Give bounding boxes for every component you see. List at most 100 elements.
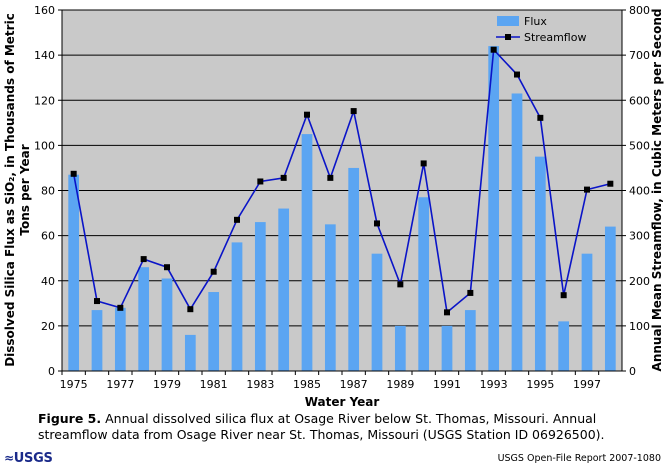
flux-bar-1995 — [534, 156, 546, 371]
left-tick-label: 0 — [48, 365, 55, 378]
x-tick-label: 1977 — [106, 378, 134, 391]
streamflow-point-1991 — [444, 309, 450, 316]
streamflow-point-1994 — [514, 71, 520, 78]
flux-bar-1982 — [231, 242, 243, 371]
flux-bar-1983 — [254, 222, 266, 371]
streamflow-point-1981 — [210, 268, 217, 275]
left-axis-label-line-2: Tons per Year — [18, 144, 32, 235]
streamflow-point-1976 — [94, 298, 100, 305]
chart: 0 20 40 60 80 100 120 140 160 0 100 200 300 400 500 60… — [3, 4, 664, 409]
flux-bar-1994 — [511, 93, 523, 371]
x-tick-label: 1979 — [153, 378, 181, 391]
flux-bar-1997 — [581, 253, 593, 371]
flux-bar-1975 — [68, 174, 80, 371]
flux-bar-1978 — [138, 267, 150, 371]
legend-streamflow-marker — [505, 34, 511, 40]
streamflow-point-1983 — [257, 178, 264, 185]
right-tick-label: 500 — [629, 139, 650, 152]
x-tick-label: 1993 — [480, 378, 508, 391]
right-axis-label: Annual Mean Streamflow, in Cubic Meters … — [650, 9, 664, 372]
flux-bar-1996 — [558, 321, 570, 371]
streamflow-point-1997 — [584, 186, 590, 193]
x-tick-label: 1997 — [573, 378, 601, 391]
x-tick-label: 1995 — [526, 378, 554, 391]
streamflow-point-1979 — [164, 264, 170, 271]
right-axis-ticks: 0 100 200 300 400 500 600 700 800 — [622, 4, 650, 378]
legend-flux-label: Flux — [524, 15, 547, 28]
left-axis-label-line-1: Dissolved Silica Flux as SiO₂, in Thousa… — [3, 13, 17, 367]
x-tick-label: 1989 — [386, 378, 414, 391]
right-tick-label: 0 — [629, 365, 636, 378]
flux-bar-1993 — [488, 46, 500, 371]
legend-streamflow-label: Streamflow — [524, 31, 586, 44]
right-tick-label: 700 — [629, 49, 650, 62]
streamflow-point-1998 — [607, 180, 614, 187]
flux-bar-1987 — [348, 167, 360, 371]
left-tick-label: 160 — [34, 4, 55, 17]
x-tick-label: 1975 — [60, 378, 88, 391]
usgs-logo: ≈USGS — [4, 451, 53, 466]
flux-bar-1976 — [91, 310, 103, 371]
x-axis-ticks: 1975 1977 1979 1981 1983 1985 1987 1989 1991 1993… — [60, 371, 601, 391]
streamflow-point-1978 — [140, 256, 147, 263]
streamflow-point-1986 — [327, 174, 334, 181]
flux-bar-1991 — [441, 325, 453, 371]
streamflow-polyline — [72, 47, 611, 314]
figure-label: Figure 5. — [38, 411, 102, 426]
left-axis-ticks: 0 20 40 60 80 100 120 140 160 — [34, 4, 62, 378]
flux-bar-1981 — [208, 292, 220, 371]
streamflow-point-1975 — [70, 170, 77, 177]
left-tick-label: 80 — [41, 185, 55, 198]
x-tick-label: 1981 — [200, 378, 228, 391]
streamflow-point-1992 — [467, 289, 474, 296]
streamflow-point-1985 — [304, 111, 310, 118]
left-tick-label: 40 — [41, 275, 55, 288]
flux-bar-1988 — [371, 253, 383, 371]
x-tick-label: 1985 — [293, 378, 321, 391]
flux-bar-1990 — [418, 197, 430, 371]
usgs-wave-icon: ≈ — [4, 451, 14, 465]
gridlines — [62, 54, 622, 327]
streamflow-point-1993 — [490, 46, 497, 53]
left-tick-label: 20 — [41, 320, 55, 333]
flux-bar-1979 — [161, 278, 173, 371]
caption-text: Annual dissolved silica flux at Osage Ri… — [38, 411, 605, 442]
streamflow-point-1987 — [350, 108, 357, 115]
flux-bar-1977 — [114, 307, 126, 371]
streamflow-point-1995 — [537, 114, 544, 121]
right-tick-label: 800 — [629, 4, 650, 17]
report-id: USGS Open-File Report 2007-1080 — [497, 453, 661, 464]
left-tick-label: 140 — [34, 49, 55, 62]
x-tick-label: 1991 — [433, 378, 461, 391]
flux-bar-1980 — [184, 334, 196, 371]
left-tick-label: 120 — [34, 94, 55, 107]
left-axis-label: Dissolved Silica Flux as SiO₂, in Thousa… — [3, 13, 32, 367]
right-tick-label: 600 — [629, 94, 650, 107]
flux-bar-1985 — [301, 134, 313, 371]
right-tick-label: 300 — [629, 230, 650, 243]
usgs-logo-text: USGS — [13, 451, 53, 466]
streamflow-point-1982 — [234, 216, 240, 223]
right-tick-label: 400 — [629, 185, 650, 198]
streamflow-point-1989 — [397, 281, 404, 288]
streamflow-point-1990 — [420, 160, 427, 167]
right-tick-label: 200 — [629, 275, 650, 288]
flux-bar-1986 — [324, 224, 336, 371]
flux-bar-1992 — [464, 310, 476, 371]
flux-bars — [68, 46, 616, 371]
streamflow-point-1980 — [187, 306, 194, 313]
left-tick-label: 100 — [34, 139, 55, 152]
x-axis-label: Water Year — [305, 395, 380, 409]
x-tick-label: 1987 — [340, 378, 368, 391]
left-tick-label: 60 — [41, 230, 55, 243]
streamflow-point-1988 — [374, 220, 380, 227]
streamflow-point-1996 — [560, 292, 567, 299]
legend-flux-swatch — [497, 16, 519, 26]
right-tick-label: 100 — [629, 320, 650, 333]
x-tick-label: 1983 — [246, 378, 274, 391]
streamflow-point-1984 — [280, 174, 287, 181]
flux-bar-1998 — [604, 226, 616, 371]
streamflow-line — [70, 46, 614, 316]
flux-bar-1984 — [278, 208, 290, 371]
figure-caption: Figure 5. Annual dissolved silica flux a… — [38, 411, 638, 443]
